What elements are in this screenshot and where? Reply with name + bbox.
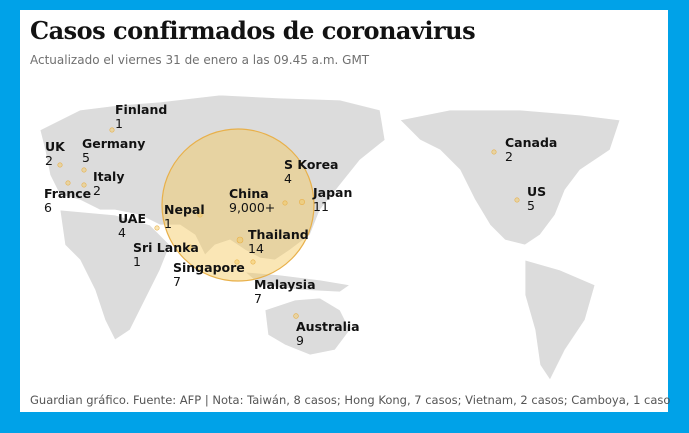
- case-count: 1: [133, 254, 141, 269]
- australia: [264, 297, 351, 356]
- case-bubble: [514, 197, 520, 203]
- africa: [59, 209, 171, 341]
- country-name: France: [44, 186, 91, 201]
- case-bubble: [154, 225, 160, 231]
- case-count: 14: [248, 241, 264, 256]
- country-name: Germany: [82, 136, 145, 151]
- case-count: 5: [82, 150, 90, 165]
- case-bubble: [187, 244, 193, 250]
- case-bubble: [197, 212, 203, 218]
- markers: Finland1UK2Germany5Italy2France6UAE4Nepa…: [44, 102, 557, 348]
- case-bubble: [161, 128, 315, 282]
- country-name: Singapore: [173, 260, 245, 275]
- country-name: Malaysia: [254, 277, 316, 292]
- country-name: China: [229, 186, 269, 201]
- labels: Finland1UK2Germany5Italy2France6UAE4Nepa…: [44, 102, 557, 348]
- country-name: Nepal: [164, 202, 205, 217]
- case-count: 7: [173, 274, 181, 289]
- case-bubble: [234, 259, 240, 265]
- case-count: 6: [44, 200, 52, 215]
- case-count: 11: [313, 199, 329, 214]
- indonesia: [243, 271, 352, 293]
- case-bubble: [250, 259, 256, 265]
- case-bubble: [109, 127, 115, 133]
- country-name: UAE: [118, 211, 146, 226]
- subtitle: Actualizado el viernes 31 de enero a las…: [30, 53, 370, 67]
- case-bubble: [293, 313, 299, 319]
- case-bubble: [81, 167, 87, 173]
- case-count: 2: [93, 183, 101, 198]
- case-count: 9,000+: [229, 200, 275, 215]
- country-name: Sri Lanka: [133, 240, 199, 255]
- case-count: 1: [115, 116, 123, 131]
- land: [39, 94, 621, 381]
- case-bubble: [491, 149, 497, 155]
- eurasia: [39, 94, 386, 261]
- footer: Guardian gráfico. Fuente: AFP | Nota: Ta…: [30, 393, 671, 407]
- country-name: Thailand: [248, 227, 309, 242]
- case-count: 4: [118, 225, 126, 240]
- map: Finland1UK2Germany5Italy2France6UAE4Nepa…: [39, 94, 621, 381]
- case-count: 2: [45, 153, 53, 168]
- title: Casos confirmados de coronavirus: [30, 16, 476, 45]
- north-america: [399, 109, 621, 246]
- case-count: 2: [505, 149, 513, 164]
- case-count: 9: [296, 333, 304, 348]
- case-bubble: [65, 180, 71, 186]
- country-name: Australia: [296, 319, 360, 334]
- case-bubble: [81, 182, 87, 188]
- country-name: Japan: [312, 185, 352, 200]
- bubbles: [57, 127, 520, 319]
- case-bubble: [282, 200, 288, 206]
- country-name: UK: [45, 139, 66, 154]
- case-count: 4: [284, 171, 292, 186]
- case-count: 1: [164, 216, 172, 231]
- case-count: 7: [254, 291, 262, 306]
- country-name: US: [527, 184, 546, 199]
- case-bubble: [236, 236, 244, 244]
- country-name: Finland: [115, 102, 167, 117]
- case-bubble: [299, 199, 305, 205]
- panel: Casos confirmados de coronavirus Actuali…: [20, 10, 671, 412]
- country-name: Italy: [93, 169, 125, 184]
- case-count: 5: [527, 198, 535, 213]
- south-america: [524, 259, 596, 381]
- country-name: Canada: [505, 135, 557, 150]
- country-name: S Korea: [284, 157, 339, 172]
- case-bubble: [57, 162, 63, 168]
